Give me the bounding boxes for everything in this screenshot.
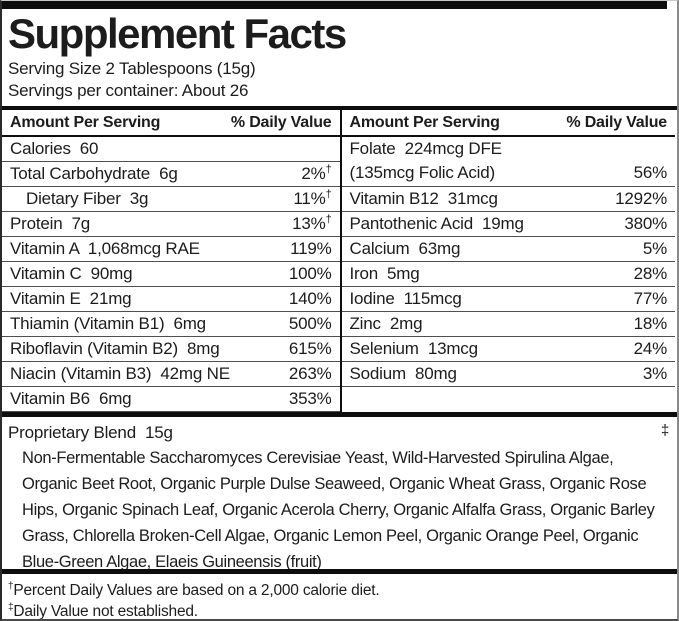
- daily-value-heading: % Daily Value: [230, 113, 332, 131]
- nutrient-name: Pantothenic Acid 19mg: [349, 214, 524, 233]
- footnote-mark: †: [8, 580, 14, 592]
- proprietary-blend-title: Proprietary Blend 15g: [8, 423, 173, 442]
- table-row: Zinc 2mg 18%: [341, 312, 675, 337]
- nutrient-name: Iodine 115mcg: [349, 289, 462, 308]
- proprietary-blend-section: Proprietary Blend 15g ‡ Non-Fermentable …: [2, 417, 677, 569]
- blend-top-rule: [2, 412, 677, 417]
- nutrient-name: Selenium 13mcg: [349, 339, 479, 358]
- table-row: Total Carbohydrate 6g 2%†: [2, 162, 340, 187]
- nutrient-name: Riboflavin (Vitamin B2) 8mg: [10, 339, 220, 358]
- table-row: Vitamin B6 6mg 353%: [2, 387, 340, 412]
- footnotes-top-rule: [2, 569, 677, 574]
- table-row: Calcium 63mg 5%: [341, 237, 675, 262]
- footnote-mark: ‡: [8, 601, 14, 613]
- table-row: Protein 7g 13%†: [2, 212, 340, 237]
- nutrient-name: Calories 60: [10, 139, 99, 158]
- daily-value-percent: 353%: [288, 389, 332, 408]
- footnote-line: ‡Daily Value not established.: [8, 601, 198, 620]
- daily-value-percent: 380%: [624, 214, 667, 233]
- daily-value-percent: 1292%: [615, 189, 667, 208]
- table-row: Iodine 115mcg 77%: [341, 287, 675, 312]
- table-row: Vitamin C 90mg 100%: [2, 262, 340, 287]
- table-row: Dietary Fiber 3g 11%†: [2, 187, 340, 212]
- daily-value-percent: 13%†: [292, 213, 332, 233]
- top-rule: [2, 1, 667, 9]
- daily-value-not-established-mark: ‡: [660, 422, 669, 439]
- page-title: Supplement Facts: [8, 10, 347, 57]
- daily-value-percent: 56%: [633, 163, 668, 182]
- nutrient-name: Iron 5mg: [349, 264, 420, 283]
- table-row: Riboflavin (Vitamin B2) 8mg 615%: [2, 337, 340, 362]
- nutrient-name: Niacin (Vitamin B3) 42mg NE: [10, 364, 230, 383]
- nutrient-name: Protein 7g: [10, 214, 91, 233]
- nutrient-name: Total Carbohydrate 6g: [10, 164, 178, 183]
- nutrient-name: Thiamin (Vitamin B1) 6mg: [10, 314, 206, 333]
- table-row: Vitamin B12 31mcg 1292%: [341, 187, 675, 212]
- daily-value-percent: 500%: [288, 314, 332, 333]
- serving-size: Serving Size 2 Tablespoons (15g): [8, 59, 256, 78]
- serving-info: Serving Size 2 Tablespoons (15g) Serving…: [2, 57, 677, 106]
- table-row: Selenium 13mcg 24%: [341, 337, 675, 362]
- nutrient-name: Vitamin A 1,068mcg RAE: [10, 239, 200, 258]
- amount-per-serving-heading: Amount Per Serving: [349, 113, 500, 131]
- daily-value-percent: 615%: [288, 339, 332, 358]
- daily-value-percent: 18%: [633, 314, 668, 333]
- daily-value-percent: 24%: [633, 339, 668, 358]
- column-header-right: Amount Per Serving % Daily Value: [341, 110, 675, 137]
- daily-value-percent: 77%: [633, 289, 668, 308]
- daily-value-footnote-mark: †: [325, 213, 332, 226]
- servings-per-container: Servings per container: About 26: [8, 81, 249, 100]
- table-row: Sodium 80mg 3%: [341, 362, 675, 387]
- nutrient-table: Amount Per Serving % Daily Value Calorie…: [2, 110, 677, 412]
- nutrient-name: Sodium 80mg: [349, 364, 457, 383]
- table-row: Vitamin A 1,068mcg RAE 119%: [2, 237, 340, 262]
- nutrient-column-right: Amount Per Serving % Daily Value Folate …: [339, 110, 675, 412]
- footnotes: †Percent Daily Values are based on a 2,0…: [2, 574, 677, 620]
- amount-per-serving-heading: Amount Per Serving: [10, 113, 161, 131]
- nutrient-name: Vitamin C 90mg: [10, 264, 133, 283]
- nutrient-name: Vitamin E 21mg: [10, 289, 132, 308]
- table-row: Folate 224mcg DFE (135mcg Folic Acid) 56%: [341, 137, 675, 187]
- table-row: Iron 5mg 28%: [341, 262, 675, 287]
- daily-value-footnote-mark: †: [325, 188, 332, 201]
- nutrient-name: Dietary Fiber 3g: [26, 189, 149, 208]
- table-row: Calories 60: [2, 137, 340, 162]
- nutrient-column-left: Amount Per Serving % Daily Value Calorie…: [2, 110, 340, 412]
- nutrient-name: Calcium 63mg: [349, 239, 461, 258]
- table-row: Niacin (Vitamin B3) 42mg NE 263%: [2, 362, 340, 387]
- daily-value-percent: 28%: [633, 264, 668, 283]
- daily-value-percent: 119%: [290, 239, 332, 258]
- daily-value-percent: 3%: [642, 364, 667, 383]
- daily-value-heading: % Daily Value: [566, 113, 667, 131]
- table-row: Pantothenic Acid 19mg 380%: [341, 212, 675, 237]
- nutrient-name: Zinc 2mg: [349, 314, 423, 333]
- nutrient-rows-left: Calories 60 Total Carbohydrate 6g 2%† Dieta…: [2, 137, 340, 412]
- proprietary-blend-row: Proprietary Blend 15g ‡: [8, 420, 671, 445]
- nutrient-name: Vitamin B6 6mg: [10, 389, 132, 408]
- daily-value-percent: 2%†: [301, 163, 332, 183]
- footnote-line: †Percent Daily Values are based on a 2,0…: [8, 580, 380, 599]
- column-header-left: Amount Per Serving % Daily Value: [2, 110, 340, 137]
- daily-value-percent: 100%: [288, 264, 332, 283]
- daily-value-percent: 263%: [288, 364, 332, 383]
- nutrient-rows-right: Folate 224mcg DFE (135mcg Folic Acid) 56% V…: [341, 137, 675, 412]
- daily-value-percent: 5%: [642, 239, 667, 258]
- ingredient-list: Non-Fermentable Saccharomyces Cerevisiae…: [22, 449, 655, 569]
- table-top-rule: [2, 106, 677, 110]
- table-row: Thiamin (Vitamin B1) 6mg 500%: [2, 312, 340, 337]
- nutrient-name: Vitamin B12 31mcg: [349, 189, 498, 208]
- daily-value-percent: 11%†: [293, 188, 332, 208]
- table-row: Vitamin E 21mg 140%: [2, 287, 340, 312]
- nutrient-name: Folate 224mcg DFE (135mcg Folic Acid): [349, 139, 503, 182]
- daily-value-percent: 140%: [288, 289, 332, 308]
- daily-value-footnote-mark: †: [325, 163, 332, 176]
